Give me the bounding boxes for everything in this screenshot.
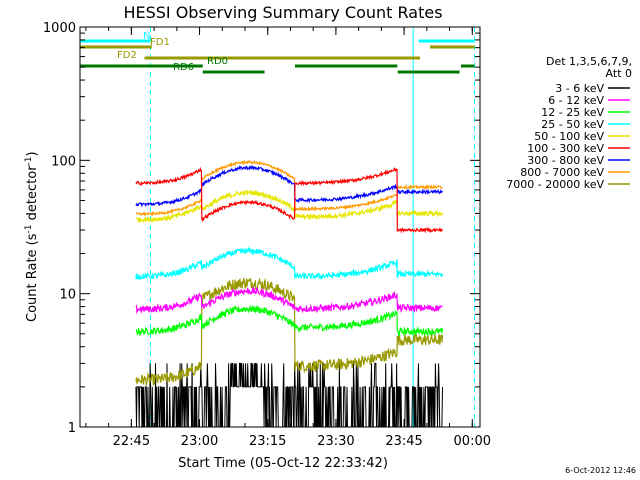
series-trace (135, 304, 444, 337)
x-tick-label: 23:30 (317, 434, 354, 449)
x-tick-label: 23:00 (181, 434, 218, 449)
legend-entry: 12 - 25 keV (541, 106, 604, 119)
flag-label: FD1 (150, 37, 170, 48)
series-line (135, 166, 444, 234)
series-line (135, 276, 444, 386)
series-trace (135, 166, 444, 234)
legend-header: Att 0 (606, 67, 632, 80)
series-line (135, 189, 444, 224)
y-tick-label: 1000 (43, 21, 76, 36)
flag-bar: FD1 (80, 37, 475, 49)
flag-bar: FD2 (117, 50, 420, 61)
legend-entry: 7000 - 20000 keV (506, 178, 604, 191)
timestamp: 6-Oct-2012 12:46 (565, 466, 636, 475)
x-tick-label: 00:00 (454, 434, 491, 449)
y-axis-label-sup-2: -1 (24, 156, 34, 165)
x-axis-label: Start Time (05-Oct-12 22:33:42) (178, 456, 388, 471)
legend-entry: 6 - 12 keV (548, 94, 604, 107)
series-trace (135, 164, 443, 208)
series-line (135, 164, 443, 208)
y-axis-label-sup-1: -1 (24, 224, 34, 233)
legend-entry: 800 - 7000 keV (520, 166, 604, 179)
flag-label: RD6 (173, 62, 194, 73)
series-trace (135, 246, 444, 281)
flag-bar: N (80, 31, 475, 43)
series-line (135, 159, 443, 217)
y-axis-label-end: ) (25, 151, 40, 156)
series-line (135, 304, 444, 337)
plot-frame (79, 26, 481, 428)
y-tick-label: 100 (51, 154, 76, 169)
flag-bar: RD6 (173, 62, 460, 74)
legend-header: Det 1,3,5,6,7,9, (546, 55, 632, 68)
y-tick-label: 1 (68, 421, 76, 436)
series-trace (135, 159, 443, 217)
flag-label: N (143, 31, 150, 42)
series-trace (135, 285, 443, 315)
y-axis-label-mid: detector (25, 165, 40, 225)
y-axis-label: Count Rate (s-1 detector-1) (24, 151, 40, 322)
series-trace (135, 189, 444, 224)
flag-bar: RD0 (80, 56, 475, 68)
flag-label: FD2 (117, 50, 137, 61)
x-tick-label: 23:45 (385, 434, 422, 449)
legend-entry: 50 - 100 keV (534, 130, 604, 143)
legend-entry: 100 - 300 keV (527, 142, 604, 155)
series-trace (135, 276, 444, 386)
chart-title: HESSI Observing Summary Count Rates (123, 3, 442, 22)
y-tick-label: 10 (59, 288, 76, 303)
series-line (135, 246, 444, 281)
x-tick-label: 23:15 (249, 434, 286, 449)
flag-label: RD0 (207, 56, 228, 67)
y-axis-label-main: Count Rate (s (25, 233, 40, 322)
axes: 1 10 100 1000 22:45 23:00 23:15 23:30 23:45 00:00 (43, 21, 491, 449)
x-tick-label: 22:45 (113, 434, 150, 449)
legend-entry: 3 - 6 keV (555, 82, 604, 95)
plot-area (135, 27, 476, 428)
legend-entry: 25 - 50 keV (541, 118, 604, 131)
legend-entry: 300 - 800 keV (527, 154, 604, 167)
series-line (135, 285, 443, 315)
